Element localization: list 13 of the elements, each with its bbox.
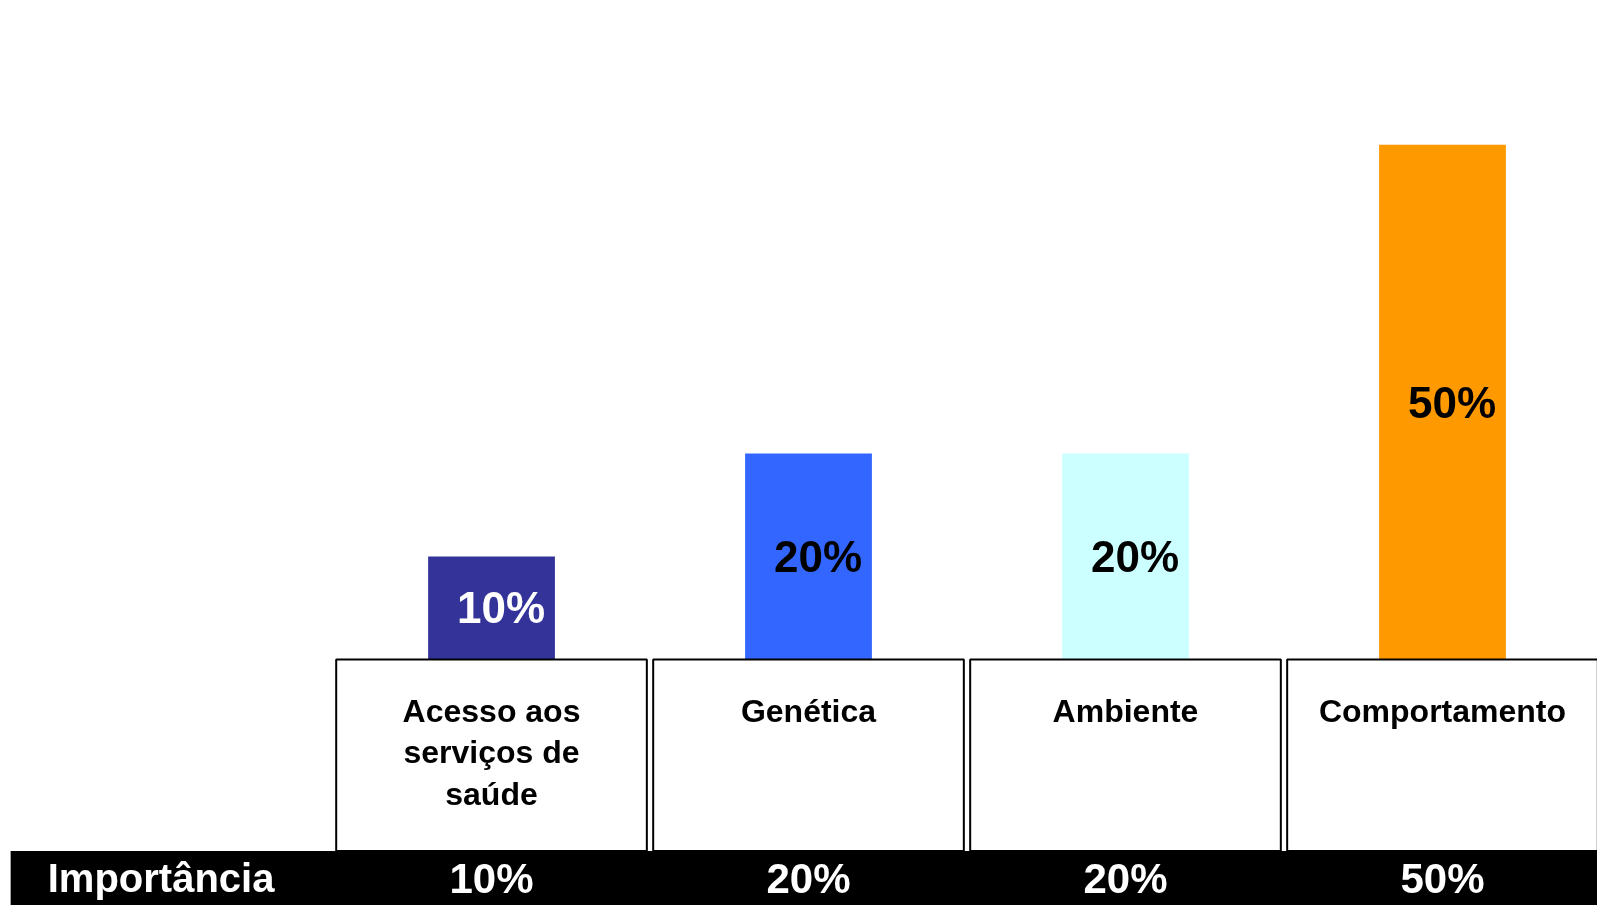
x-tick-label: Genética <box>740 692 877 729</box>
data-label: 20% <box>1083 854 1168 902</box>
x-tick-label: Comportamento <box>1318 692 1567 729</box>
x-tick-label: Acesso aos serviços de saúde <box>402 692 581 812</box>
text: 20% <box>773 531 863 581</box>
data-label: 50% <box>1400 854 1485 902</box>
data-label: 20% <box>766 854 851 902</box>
text: 50% <box>1407 377 1497 427</box>
text: 20% <box>1090 531 1180 581</box>
text: 10% <box>457 583 546 633</box>
text: Importância <box>47 856 276 901</box>
x-tick-label: Ambiente <box>1052 692 1199 729</box>
data-label: 10% <box>449 854 534 902</box>
